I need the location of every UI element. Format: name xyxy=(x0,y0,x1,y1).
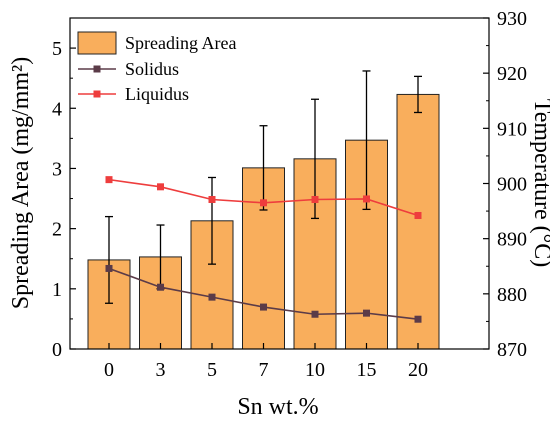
y-left-tick-label-3: 3 xyxy=(52,158,62,180)
x-tick-label-7: 7 xyxy=(259,359,269,381)
y-right-tick-label-900: 900 xyxy=(497,174,527,196)
solidus-point-20 xyxy=(414,315,422,323)
liquidus-point-7 xyxy=(260,199,267,207)
x-tick-label-3: 3 xyxy=(156,359,166,381)
y-left-tick-label-0: 0 xyxy=(52,339,62,361)
y-axis-left-label: Spreading Area (mg/mm²) xyxy=(8,57,34,309)
legend-marker-solidus xyxy=(93,65,101,73)
lines-layer xyxy=(105,176,422,323)
y-left-tick-label-1: 1 xyxy=(52,279,62,301)
liquidus-point-15 xyxy=(363,195,370,203)
x-tick-label-0: 0 xyxy=(104,359,114,381)
y-right-tick-label-910: 910 xyxy=(497,118,527,140)
liquidus-point-5 xyxy=(208,195,216,203)
x-tick-label-5: 5 xyxy=(207,359,217,381)
x-tick-label-15: 15 xyxy=(357,359,377,381)
x-tick-label-10: 10 xyxy=(305,359,325,381)
y-left-tick-label-2: 2 xyxy=(52,219,62,241)
solidus-point-15 xyxy=(363,309,370,317)
solidus-point-3 xyxy=(157,283,164,291)
legend: Spreading Area Solidus Liquidus xyxy=(77,31,236,104)
liquidus-point-10 xyxy=(311,195,319,203)
bar-20 xyxy=(396,93,440,350)
legend-marker-liquidus xyxy=(93,90,101,98)
liquidus-point-20 xyxy=(414,211,422,219)
legend-label-solidus: Solidus xyxy=(125,59,179,79)
liquidus-point-3 xyxy=(157,183,164,191)
liquidus-point-0 xyxy=(105,176,113,184)
y-left-tick-label-4: 4 xyxy=(52,98,62,120)
legend-label-liquidus: Liquidus xyxy=(125,84,189,104)
legend-label-spreading-area: Spreading Area xyxy=(125,33,236,53)
error-bars-layer xyxy=(105,70,422,304)
x-tick-label-20: 20 xyxy=(408,359,428,381)
y-right-tick-label-920: 920 xyxy=(497,63,527,85)
y-right-tick-label-890: 890 xyxy=(497,229,527,251)
y-right-tick-label-880: 880 xyxy=(497,284,527,306)
y-axis-right-label: Temperature (°C) xyxy=(529,99,550,268)
y-right-tick-label-930: 930 xyxy=(497,8,527,30)
y-left-tick-label-5: 5 xyxy=(52,38,62,60)
legend-swatch-spreading-area xyxy=(77,31,117,55)
solidus-point-7 xyxy=(260,303,267,311)
axes-layer: 0 1 2 3 4 5 870 880 890 900 910 920 930 0 3 5 7 10 15 20 xyxy=(52,8,527,381)
solidus-point-0 xyxy=(105,264,113,272)
y-right-tick-label-870: 870 xyxy=(497,339,527,361)
solidus-point-5 xyxy=(208,293,216,301)
x-axis-label: Sn wt.% xyxy=(237,394,318,420)
solidus-point-10 xyxy=(311,310,319,318)
